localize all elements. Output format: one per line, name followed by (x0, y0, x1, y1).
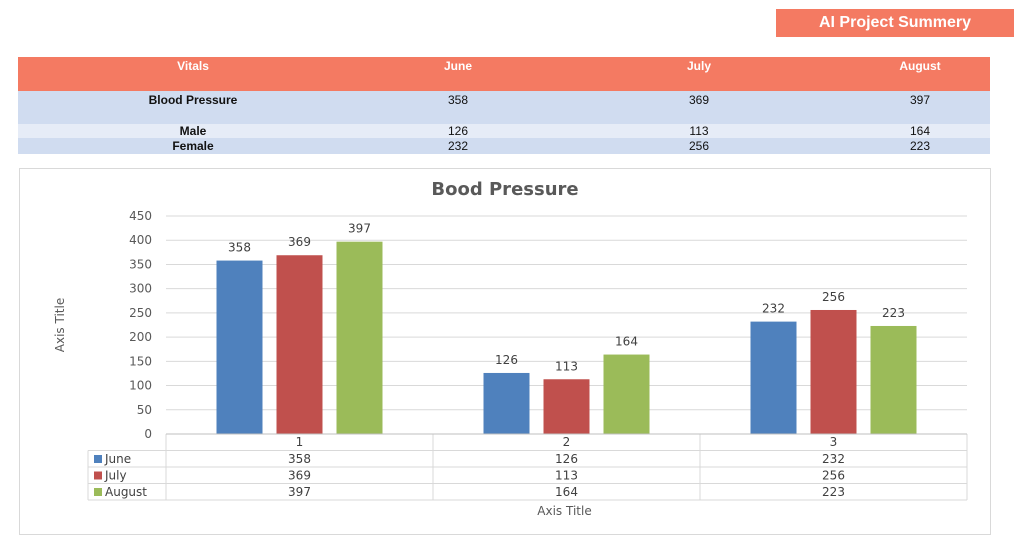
table-cell: 358 (368, 91, 548, 124)
table-cell: 256 (548, 138, 850, 154)
vitals-table-header: Vitals June July August (18, 57, 990, 91)
legend-swatch (94, 455, 102, 463)
summary-badge: AI Project Summery (776, 9, 1014, 37)
y-axis-label: Axis Title (53, 298, 67, 352)
table-value: 223 (822, 485, 845, 499)
y-tick-label: 50 (137, 403, 152, 417)
data-label: 223 (882, 306, 905, 320)
y-tick-label: 150 (129, 354, 152, 368)
legend-label: July (104, 469, 127, 483)
chart-container: Bood Pressure 0 50 100 150 200 250 300 350 400 450… (19, 168, 991, 535)
data-label: 164 (615, 335, 638, 349)
table-value: 126 (555, 452, 578, 466)
y-tick-label: 350 (129, 257, 152, 271)
vitals-table: Vitals June July August Blood Pressure 3… (18, 57, 990, 154)
y-tick-label: 450 (129, 209, 152, 223)
bar (603, 354, 650, 434)
bar (870, 325, 917, 434)
y-tick-label: 250 (129, 306, 152, 320)
bar-chart: Bood Pressure 0 50 100 150 200 250 300 350 400 450… (53, 179, 968, 518)
y-tick-label: 100 (129, 379, 152, 393)
x-tick-label: 2 (563, 435, 571, 449)
table-cell: 113 (548, 124, 850, 138)
table-cell: 223 (850, 138, 990, 154)
bar (483, 372, 530, 434)
legend-swatch (94, 488, 102, 496)
bar (276, 255, 323, 434)
table-cell: 232 (368, 138, 548, 154)
table-value: 232 (822, 452, 845, 466)
x-axis-label: Axis Title (537, 504, 591, 518)
y-tick-label: 200 (129, 330, 152, 344)
data-label: 358 (228, 241, 251, 255)
legend-label: June (104, 452, 131, 466)
column-header-august: August (850, 57, 990, 91)
table-row: Female 232 256 223 (18, 138, 990, 154)
table-cell: 369 (548, 91, 850, 124)
y-tick-label: 300 (129, 282, 152, 296)
bar (810, 309, 857, 434)
table-cell: 126 (368, 124, 548, 138)
data-label: 113 (555, 359, 578, 373)
table-value: 164 (555, 485, 578, 499)
y-tick-label: 400 (129, 233, 152, 247)
legend-swatch (94, 471, 102, 480)
column-header-july: July (548, 57, 850, 91)
table-row: Blood Pressure 358 369 397 (18, 91, 990, 124)
x-tick-label: 1 (296, 435, 304, 449)
column-header-vitals: Vitals (18, 57, 368, 91)
bar (216, 260, 263, 434)
table-value: 358 (288, 452, 311, 466)
row-label: Female (18, 138, 368, 154)
table-cell: 164 (850, 124, 990, 138)
data-label: 256 (822, 290, 845, 304)
bar (336, 241, 383, 434)
legend-label: August (105, 485, 147, 499)
data-label: 369 (288, 235, 311, 249)
table-value: 256 (822, 469, 845, 483)
x-tick-label: 3 (830, 435, 838, 449)
data-label: 397 (348, 222, 371, 236)
y-tick-label: 0 (144, 427, 152, 441)
table-value: 369 (288, 469, 311, 483)
row-label: Blood Pressure (18, 91, 368, 124)
bar (750, 321, 797, 434)
bar (543, 379, 590, 434)
row-label: Male (18, 124, 368, 138)
chart-title: Bood Pressure (431, 179, 578, 200)
column-header-june: June (368, 57, 548, 91)
data-label: 232 (762, 302, 785, 316)
data-label: 126 (495, 353, 518, 367)
table-row: Male 126 113 164 (18, 124, 990, 138)
table-value: 397 (288, 485, 311, 499)
table-value: 113 (555, 469, 578, 483)
table-cell: 397 (850, 91, 990, 124)
